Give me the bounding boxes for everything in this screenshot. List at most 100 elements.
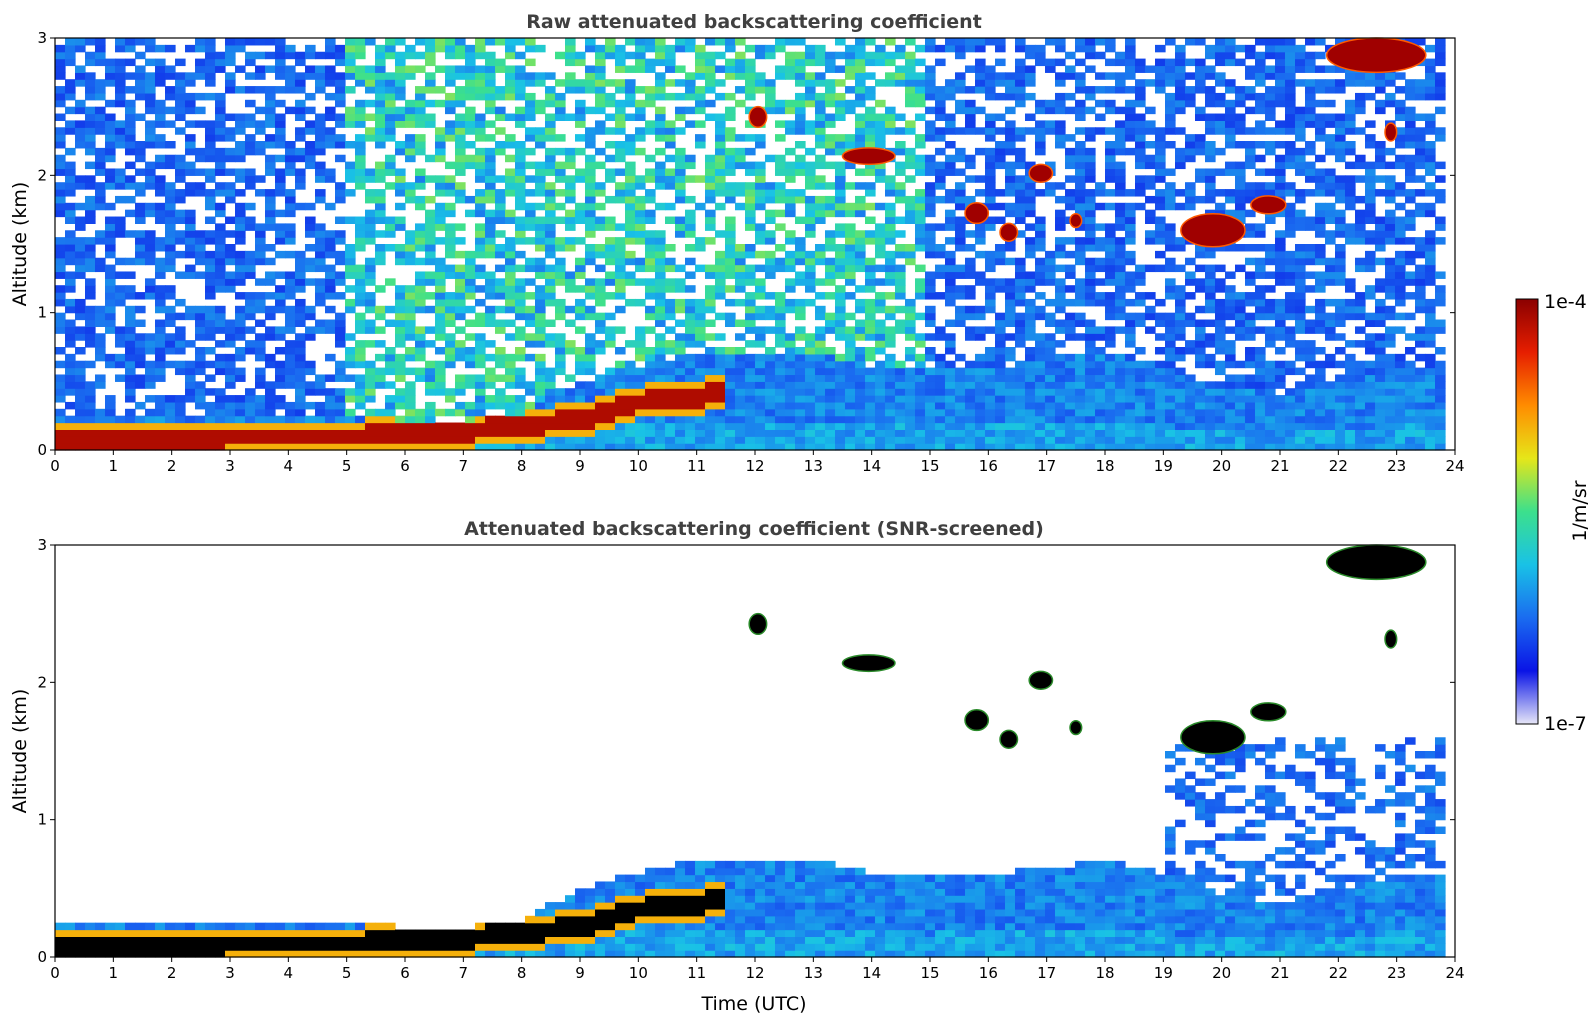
heatmap-cell [95,230,106,238]
heatmap-cell [515,175,526,183]
heatmap-cell [585,230,596,238]
heatmap-cell [1175,401,1186,410]
heatmap-cell [235,374,246,382]
heatmap-cell [505,257,516,266]
heatmap-cell [115,92,126,101]
heatmap-cell [1135,395,1146,403]
heatmap-cell [425,401,436,410]
heatmap-cell [1075,195,1086,204]
heatmap-cell [105,154,116,163]
heatmap-cell [715,312,726,321]
heatmap-cell [595,443,606,451]
heatmap-cell [675,340,686,348]
heatmap-cell [635,340,646,348]
heatmap-cell [1085,244,1096,252]
heatmap-cell [435,305,446,314]
heatmap-cell [925,305,936,314]
heatmap-cell [155,99,166,108]
heatmap-cell [505,408,516,417]
heatmap-cell [215,58,226,67]
heatmap-cell [995,44,1006,53]
heatmap-cell [725,264,736,273]
heatmap-cell [685,161,696,170]
heatmap-cell [995,340,1006,348]
heatmap-cell [1025,312,1036,321]
heatmap-cell [485,168,496,176]
heatmap-cell [1005,92,1016,101]
heatmap-cell [855,244,866,252]
heatmap-cell [985,305,996,314]
heatmap-cell [975,223,986,231]
heatmap-cell [535,326,546,334]
heatmap-cell [395,374,406,382]
heatmap-cell [355,415,366,424]
heatmap-cell [1175,202,1186,211]
heatmap-cell [125,134,136,142]
heatmap-cell [935,264,946,273]
heatmap-cell [655,264,666,273]
heatmap-cell [305,72,316,80]
heatmap-cell [885,230,896,238]
heatmap-cell [455,264,466,273]
heatmap-cell [665,120,676,128]
heatmap-cell [695,244,706,252]
heatmap-cell [95,106,106,115]
heatmap-cell [265,436,276,444]
heatmap-cell [425,292,436,300]
heatmap-cell [235,230,246,238]
heatmap-cell [845,257,856,266]
heatmap-cell [295,374,306,382]
heatmap-cell [1035,312,1046,321]
heatmap-column [495,38,506,451]
heatmap-cell [945,388,956,396]
heatmap-cell [345,113,356,121]
heatmap-cell [835,168,846,176]
heatmap-cell [755,223,766,231]
heatmap-cell [1095,408,1106,417]
heatmap-cell [165,202,176,211]
heatmap-cell [1055,381,1066,389]
heatmap-cell [265,422,276,430]
heatmap-cell [205,189,216,197]
heatmap-cell [905,443,916,451]
heatmap-cell [585,127,596,135]
heatmap-cell [895,264,906,273]
heatmap-column [735,38,746,451]
heatmap-cell [975,79,986,87]
heatmap-cell [1035,271,1046,279]
heatmap-cell [845,161,856,170]
heatmap-cell [345,106,356,115]
heatmap-cell [1075,161,1086,170]
heatmap-cell [1155,147,1166,156]
heatmap-cell [545,285,556,293]
heatmap-cell [1125,271,1136,279]
heatmap-cell [575,264,586,273]
heatmap-cell [175,367,186,376]
heatmap-cell [1175,65,1186,73]
heatmap-cell [335,44,346,53]
heatmap-cell [925,38,936,46]
heatmap-cell [195,182,206,190]
heatmap-cell [965,367,976,376]
heatmap-cell [65,161,76,170]
heatmap-cell [375,141,386,149]
heatmap-cell [1145,175,1156,183]
heatmap-cell [635,326,646,334]
heatmap-cell [85,79,96,87]
heatmap-cell [605,312,616,321]
heatmap-cell [915,79,926,87]
heatmap-cell [55,72,66,80]
heatmap-cell [1095,367,1106,376]
heatmap-cell [525,237,536,245]
heatmap-cell [615,326,626,334]
heatmap-cell [395,312,406,321]
heatmap-cell [415,106,426,115]
heatmap-cell [205,292,216,300]
heatmap-cell [1105,223,1116,231]
heatmap-cell [95,113,106,121]
heatmap-cell [955,127,966,135]
heatmap-cell [515,141,526,149]
heatmap-cell [385,422,396,430]
heatmap-cell [735,319,746,327]
heatmap-cell [505,38,516,46]
